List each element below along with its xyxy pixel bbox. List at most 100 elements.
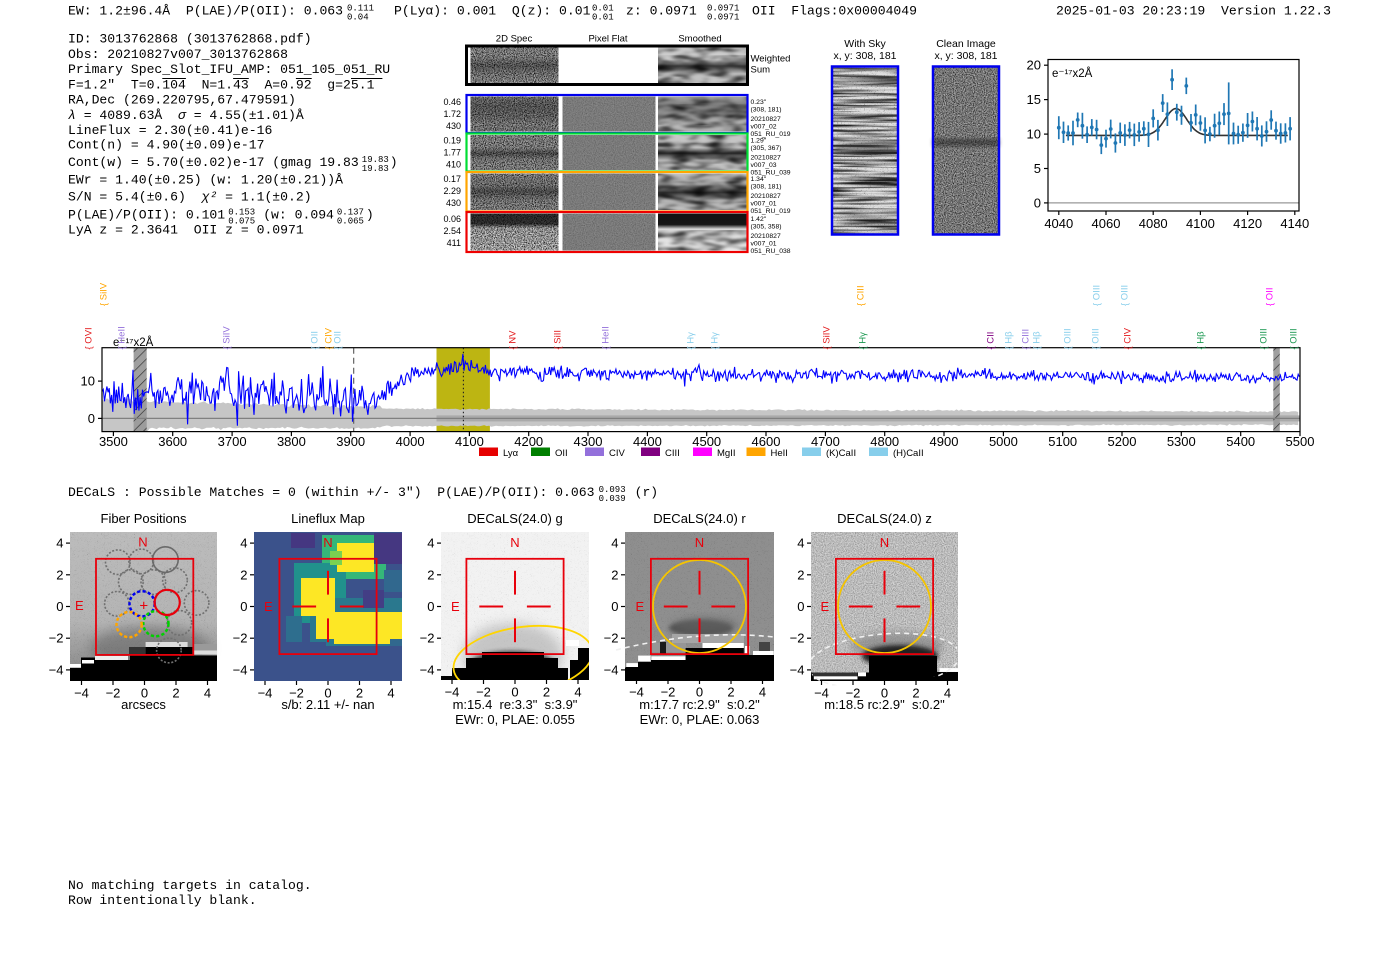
svg-text:−4: −4 [790,662,805,677]
svg-text:4000: 4000 [396,434,425,449]
svg-text:DECaLS(24.0) g: DECaLS(24.0) g [467,511,562,526]
svg-text:Pixel Flat: Pixel Flat [588,34,627,45]
svg-text:E: E [636,599,645,614]
svg-text:20210827: 20210827 [751,116,781,123]
svg-text:E: E [75,598,84,613]
svg-text:F=1.2" T=0.104 N=1.43 A=0.9: F=1.2" T=0.104 N=1.43 A=0.92 g=25.1 [68,78,375,93]
svg-text:v007_03: v007_03 [751,162,777,169]
svg-text:19.83: 19.83 [362,155,389,165]
svg-text:20210827: 20210827 [751,193,781,200]
svg-text:10: 10 [81,374,95,389]
svg-text:411: 411 [447,238,461,248]
svg-text:15: 15 [1027,92,1041,107]
svg-text:E: E [821,599,830,614]
svg-text:0.23": 0.23" [751,99,767,106]
svg-text:0.065: 0.065 [337,217,364,227]
svg-text:4: 4 [611,536,618,551]
svg-text:{ SiII: { SiII [553,330,564,350]
svg-text:): ) [390,155,398,170]
svg-text:Sum: Sum [751,65,771,76]
svg-text:v007_01: v007_01 [751,241,777,248]
svg-text:(r): (r) [635,485,659,500]
svg-text:m:15.4 re:3.3" s:3.9": m:15.4 re:3.3" s:3.9" [453,697,578,712]
svg-text:0.01: 0.01 [592,13,614,23]
svg-text:−4: −4 [49,662,64,677]
svg-text:DECaLS(24.0) r: DECaLS(24.0) r [653,511,746,526]
svg-text:−4: −4 [233,662,248,677]
svg-text:−2: −2 [233,631,248,646]
svg-text:0: 0 [240,599,247,614]
svg-text:(308, 181): (308, 181) [751,107,782,114]
svg-text:1.72: 1.72 [443,109,461,119]
svg-text:ID: 3013762868 (3013762868.pdf: ID: 3013762868 (3013762868.pdf) [68,32,312,47]
svg-text:4: 4 [56,536,63,551]
svg-text:0: 0 [696,685,703,700]
svg-text:x, y: 308, 181: x, y: 308, 181 [833,50,896,62]
svg-text:051_RU_019: 051_RU_019 [751,131,791,138]
svg-text:{ OVI: { OVI [84,327,95,349]
svg-text:(H)CaII: (H)CaII [893,448,924,459]
svg-text:v007_01: v007_01 [751,201,777,208]
svg-text:−2: −2 [49,631,64,646]
svg-text:−2: −2 [661,685,676,700]
svg-text:−2: −2 [420,631,435,646]
svg-text:2: 2 [543,685,550,700]
svg-text:OII Flags:0x00004049: OII Flags:0x00004049 [752,4,917,19]
svg-text:{ OIII: { OIII [1063,328,1074,349]
svg-text:EWr: 0, PLAE: 0.055: EWr: 0, PLAE: 0.055 [455,712,575,727]
svg-text:−2: −2 [106,686,121,701]
svg-text:Clean Image: Clean Image [936,38,996,50]
svg-text:051_RU_019: 051_RU_019 [751,208,791,215]
svg-text:P(Lyα): 0.001 Q(z): 0.01: P(Lyα): 0.001 Q(z): 0.01 [394,4,591,19]
svg-text:4: 4 [574,685,581,700]
svg-text:{ OII: { OII [333,331,344,349]
svg-text:0: 0 [427,599,434,614]
svg-text:LineFlux = 2.30(±0.41)e-16: LineFlux = 2.30(±0.41)e-16 [68,123,272,138]
svg-text:Cont(n) = 4.90(±0.09)e-17: Cont(n) = 4.90(±0.09)e-17 [68,138,264,153]
svg-text:2: 2 [611,567,618,582]
svg-text:{ Hγ: { Hγ [858,332,869,350]
svg-text:5300: 5300 [1167,434,1196,449]
svg-text:S/N = 5.4(±0.6) = 1.1(±0.2: S/N = 5.4(±0.6) = 1.1(±0.2) [68,190,312,205]
svg-text:EW: 1.2±96.4Å P(LAE)/P(OII):: EW: 1.2±96.4Å P(LAE)/P(OII): 0.063 [68,4,343,19]
svg-text:−4: −4 [258,686,273,701]
svg-text:3900: 3900 [336,434,365,449]
svg-text:5200: 5200 [1108,434,1137,449]
svg-text:0.137: 0.137 [337,207,364,217]
svg-text:0.075: 0.075 [228,217,255,227]
svg-text:= 4089.63Å = 4.55(±1.01)Å: = 4089.63Å = 4.55(±1.01)Å [68,108,304,123]
svg-text:1.42": 1.42" [751,216,767,223]
svg-text:0.01: 0.01 [592,3,614,13]
svg-text:0.17: 0.17 [443,174,461,184]
svg-text:{ CIV: { CIV [324,327,335,349]
svg-text:0: 0 [881,686,888,701]
svg-text:{ Hβ: { Hβ [1004,331,1015,350]
svg-text:P(LAE)/P(OII): 0.101: P(LAE)/P(OII): 0.101 [68,208,225,223]
svg-text:4: 4 [427,536,434,551]
svg-text:N: N [880,535,889,550]
svg-text:{ Hγ: { Hγ [710,332,721,350]
svg-text:{ CIV: { CIV [1123,327,1134,349]
svg-text:{ HeII: { HeII [601,326,612,349]
svg-text:2: 2 [240,567,247,582]
svg-text:4700: 4700 [811,434,840,449]
svg-text:{ SiIV: { SiIV [822,326,833,350]
svg-text:m:18.5 rc:2.9" s:0.2": m:18.5 rc:2.9" s:0.2" [824,697,945,712]
svg-text:N: N [510,535,519,550]
svg-text:x, y: 308, 181: x, y: 308, 181 [934,50,997,62]
svg-text:4: 4 [240,536,247,551]
svg-text:{ NV: { NV [508,330,519,350]
svg-text:5400: 5400 [1226,434,1255,449]
svg-text:4600: 4600 [752,434,781,449]
svg-text:4040: 4040 [1044,216,1073,231]
svg-text:e⁻¹⁷x2Å: e⁻¹⁷x2Å [1052,67,1093,80]
svg-text:2: 2 [427,567,434,582]
svg-text:(K)CaII: (K)CaII [826,448,856,459]
svg-text:3600: 3600 [158,434,187,449]
svg-text:−2: −2 [289,686,304,701]
svg-text:5: 5 [1034,161,1041,176]
svg-text:4: 4 [759,685,766,700]
svg-text:051_RU_039: 051_RU_039 [751,170,791,177]
svg-text:Weighted: Weighted [751,54,791,65]
svg-text:{ CII: { CII [986,332,997,350]
